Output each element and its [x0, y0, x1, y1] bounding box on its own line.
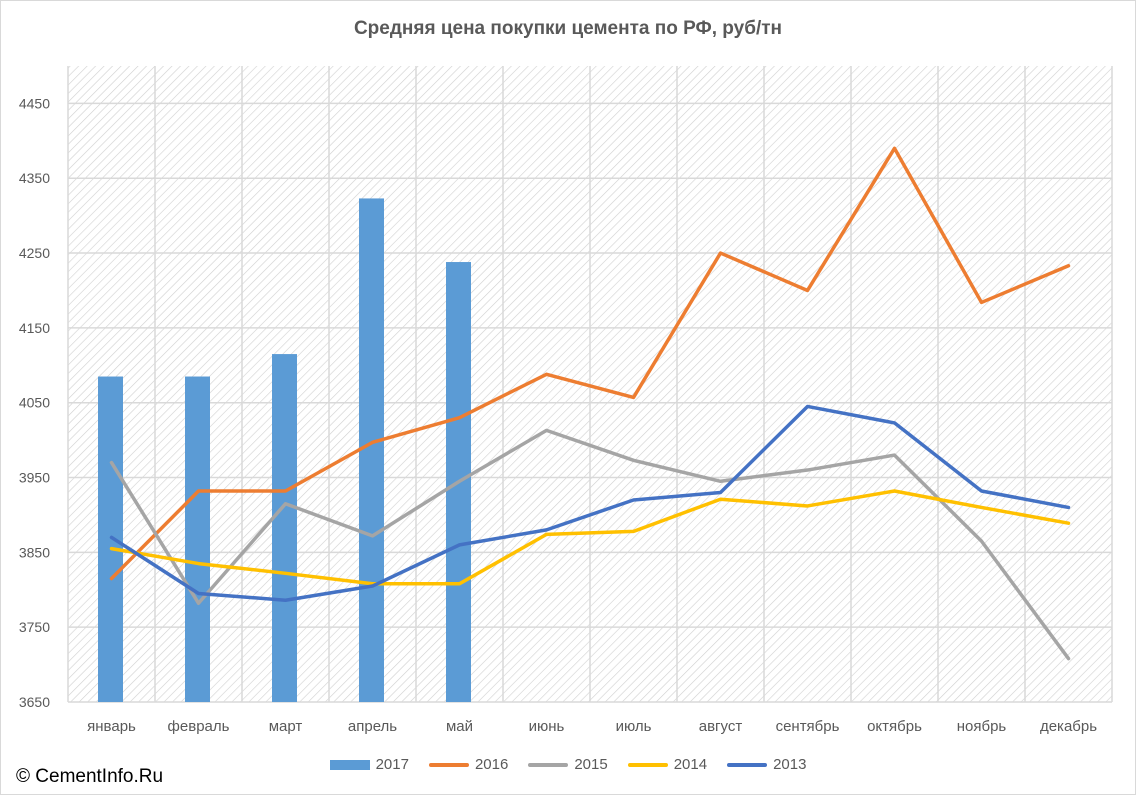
bar-2017 [98, 376, 123, 702]
legend-swatch [329, 759, 370, 770]
x-tick-label: сентябрь [776, 718, 840, 735]
x-tick-label: февраль [168, 718, 230, 735]
y-tick-label: 3950 [19, 470, 50, 486]
legend-label: 2015 [574, 756, 608, 773]
copyright-text: © CementInfo.Ru [16, 766, 164, 787]
chart-legend: 2017 2016 2015 2014 2013 [0, 756, 1136, 773]
y-tick-label: 4350 [19, 170, 50, 186]
y-tick-label: 4250 [19, 245, 50, 261]
y-tick-label: 4150 [19, 320, 50, 336]
bar-2017 [185, 376, 210, 702]
x-tick-label: декабрь [1040, 718, 1097, 735]
y-tick-label: 4050 [19, 395, 50, 411]
x-tick-label: ноябрь [957, 718, 1007, 735]
legend-label: 2013 [773, 756, 807, 773]
line-series-2013 [109, 404, 1071, 602]
legend-label: 2014 [673, 756, 708, 773]
line-series-2016 [109, 146, 1071, 581]
y-tick-label: 3850 [19, 544, 50, 560]
bar-2017 [272, 354, 297, 702]
legend-swatch [428, 762, 469, 767]
line-series-2015 [109, 428, 1071, 661]
x-tick-label: апрель [348, 718, 397, 735]
legend-swatch [528, 762, 569, 767]
x-tick-label: октябрь [867, 718, 922, 735]
y-tick-label: 3750 [19, 619, 50, 635]
legend-item-2016: 2016 [428, 756, 509, 773]
x-tick-label: март [269, 718, 303, 735]
chart-title: Средняя цена покупки цемента по РФ, руб/… [353, 18, 783, 39]
legend-item-2013: 2013 [727, 756, 806, 773]
legend-item-2015: 2015 [528, 756, 608, 773]
legend-label: 2016 [474, 756, 509, 773]
bar-2017 [359, 198, 384, 702]
x-tick-label: июнь [529, 718, 565, 735]
legend-swatch [727, 762, 768, 767]
legend-swatch [627, 762, 668, 767]
x-tick-label: июль [616, 718, 652, 735]
legend-label: 2017 [375, 756, 409, 773]
x-tick-label: май [446, 718, 473, 735]
x-tick-label: январь [87, 718, 136, 735]
y-tick-label: 3650 [19, 694, 50, 710]
legend-item-2014: 2014 [627, 756, 708, 773]
line-series-2014 [109, 489, 1071, 586]
legend-item-2017: 2017 [329, 756, 409, 773]
y-tick-label: 4450 [19, 95, 50, 111]
x-tick-label: август [699, 718, 743, 735]
